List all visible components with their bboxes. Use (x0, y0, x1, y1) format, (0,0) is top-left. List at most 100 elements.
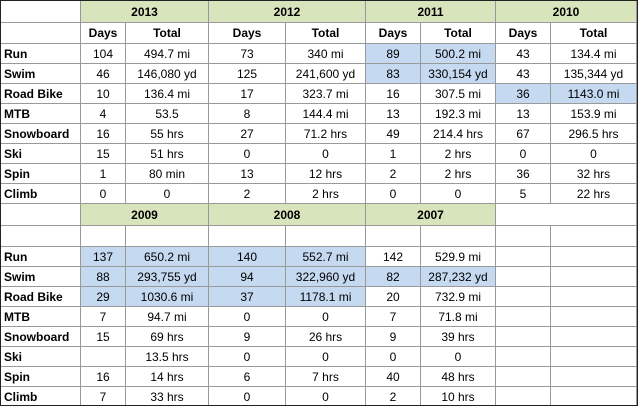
total-cell: 2 hrs (286, 184, 366, 204)
days-cell (81, 347, 126, 367)
empty-cell (496, 387, 551, 405)
days-cell: 43 (496, 44, 551, 64)
days-cell: 8 (209, 104, 286, 124)
row-label: Ski (1, 347, 81, 367)
total-cell: 2 hrs (421, 144, 496, 164)
days-cell: 46 (81, 64, 126, 84)
column-header: Total (551, 23, 637, 44)
days-cell: 49 (366, 124, 421, 144)
total-cell: 192.3 mi (421, 104, 496, 124)
total-cell: 307.5 mi (421, 84, 496, 104)
total-cell: 53.5 (126, 104, 209, 124)
corner (1, 23, 81, 44)
empty-cell (496, 307, 551, 327)
days-cell: 0 (366, 347, 421, 367)
days-cell: 36 (496, 84, 551, 104)
total-cell: 69 hrs (126, 327, 209, 347)
days-cell: 13 (209, 164, 286, 184)
total-cell: 146,080 yd (126, 64, 209, 84)
total-cell: 32 hrs (551, 164, 637, 184)
total-cell: 296.5 hrs (551, 124, 637, 144)
total-cell: 0 (286, 144, 366, 164)
days-cell: 89 (366, 44, 421, 64)
empty-cell (496, 347, 551, 367)
row-label: Swim (1, 267, 81, 287)
row-label: Swim (1, 64, 81, 84)
total-cell: 7 hrs (286, 367, 366, 387)
column-header: Total (421, 23, 496, 44)
year-header: 2010 (496, 1, 637, 23)
days-cell: 2 (366, 387, 421, 405)
empty-cell (551, 327, 637, 347)
days-cell: 9 (209, 327, 286, 347)
total-cell: 552.7 mi (286, 247, 366, 267)
days-cell: 0 (209, 347, 286, 367)
total-cell: 94.7 mi (126, 307, 209, 327)
days-cell: 137 (81, 247, 126, 267)
total-cell: 13.5 hrs (126, 347, 209, 367)
total-cell: 330,154 yd (421, 64, 496, 84)
empty-cell (496, 204, 637, 226)
row-label: Road Bike (1, 287, 81, 307)
column-header: Days (366, 23, 421, 44)
total-cell: 214.4 hrs (421, 124, 496, 144)
days-cell: 4 (81, 104, 126, 124)
days-cell: 0 (496, 144, 551, 164)
total-cell: 33 hrs (126, 387, 209, 405)
row-label: Climb (1, 387, 81, 405)
row-label: Run (1, 247, 81, 267)
total-cell: 1143.0 mi (551, 84, 637, 104)
column-header: Days (209, 23, 286, 44)
row-label: Snowboard (1, 327, 81, 347)
days-cell: 104 (81, 44, 126, 64)
days-cell: 36 (496, 164, 551, 184)
row-label: Climb (1, 184, 81, 204)
total-cell: 12 hrs (286, 164, 366, 184)
total-cell: 241,600 yd (286, 64, 366, 84)
year-header: 2011 (366, 1, 496, 23)
empty-cell (496, 247, 551, 267)
total-cell: 293,755 yd (126, 267, 209, 287)
empty-cell (81, 226, 126, 247)
empty-cell (551, 267, 637, 287)
corner (1, 204, 81, 226)
days-cell: 0 (366, 184, 421, 204)
days-cell: 1 (366, 144, 421, 164)
total-cell: 71.8 mi (421, 307, 496, 327)
total-cell: 322,960 yd (286, 267, 366, 287)
empty-cell (286, 226, 366, 247)
row-label: MTB (1, 307, 81, 327)
total-cell: 732.9 mi (421, 287, 496, 307)
total-cell: 0 (286, 307, 366, 327)
empty-cell (551, 387, 637, 405)
days-cell: 125 (209, 64, 286, 84)
total-cell: 153.9 mi (551, 104, 637, 124)
total-cell: 0 (286, 387, 366, 405)
days-cell: 17 (209, 84, 286, 104)
empty-cell (551, 287, 637, 307)
days-cell: 43 (496, 64, 551, 84)
row-label: Spin (1, 164, 81, 184)
row-label: Spin (1, 367, 81, 387)
total-cell: 134.4 mi (551, 44, 637, 64)
total-cell: 135,344 yd (551, 64, 637, 84)
days-cell: 0 (209, 144, 286, 164)
corner (1, 226, 81, 247)
empty-cell (551, 226, 637, 247)
total-cell: 14 hrs (126, 367, 209, 387)
year-header: 2012 (209, 1, 366, 23)
total-cell: 287,232 yd (421, 267, 496, 287)
total-cell: 0 (421, 347, 496, 367)
days-cell: 27 (209, 124, 286, 144)
total-cell: 494.7 mi (126, 44, 209, 64)
days-cell: 94 (209, 267, 286, 287)
empty-cell (496, 226, 551, 247)
empty-cell (551, 367, 637, 387)
total-cell: 136.4 mi (126, 84, 209, 104)
days-cell: 20 (366, 287, 421, 307)
column-header: Days (496, 23, 551, 44)
days-cell: 6 (209, 367, 286, 387)
total-cell: 39 hrs (421, 327, 496, 347)
days-cell: 13 (366, 104, 421, 124)
